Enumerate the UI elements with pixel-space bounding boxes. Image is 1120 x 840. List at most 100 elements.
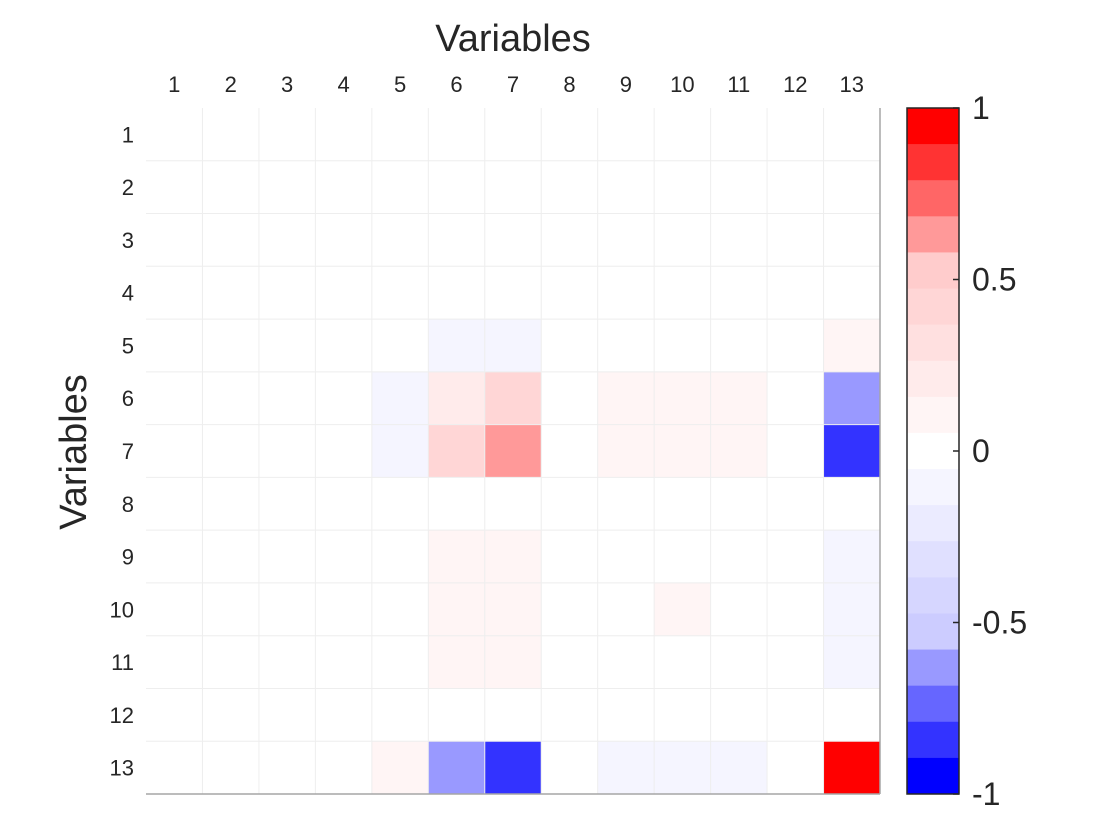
y-tick-label: 6	[122, 386, 134, 411]
heatmap-cell	[428, 213, 485, 267]
heatmap-cell	[146, 424, 203, 478]
x-tick-labels: 1 2 3 4 5 6 7 8 9 10 11 12 13	[168, 72, 864, 97]
heatmap-cell	[484, 530, 542, 583]
heatmap-cell	[428, 582, 485, 636]
heatmap-cell	[767, 741, 824, 794]
heatmap-cell	[541, 371, 598, 425]
heatmap-cell	[654, 319, 711, 372]
heatmap-cell	[315, 477, 372, 531]
x-tick-label: 11	[727, 72, 750, 97]
heatmap-cell	[823, 424, 880, 478]
heatmap-cell	[710, 530, 768, 583]
heatmap-cell	[202, 266, 259, 320]
x-tick-label: 8	[563, 72, 575, 97]
heatmap-cell	[202, 108, 259, 161]
heatmap-cell	[371, 424, 429, 478]
heatmap-cell	[371, 108, 429, 161]
heatmap-cell	[202, 582, 259, 636]
heatmap-cell	[315, 371, 372, 425]
heatmap-cell	[202, 213, 259, 267]
heatmap-cell	[710, 213, 768, 267]
heatmap-cell	[428, 530, 485, 583]
heatmap-cell	[767, 424, 824, 478]
heatmap-cell	[710, 741, 768, 794]
heatmap-cell	[767, 160, 824, 214]
heatmap-cell	[710, 688, 768, 742]
heatmap-cell	[146, 688, 203, 742]
heatmap-cell	[823, 319, 880, 372]
heatmap-cell	[202, 741, 259, 794]
colorbar-band	[907, 180, 959, 217]
y-tick-label: 12	[110, 703, 134, 728]
heatmap-cell	[315, 741, 372, 794]
x-tick-label: 5	[394, 72, 406, 97]
heatmap-cell	[258, 477, 316, 531]
heatmap-cell	[541, 319, 598, 372]
heatmap-cell	[823, 688, 880, 742]
heatmap-cell	[654, 424, 711, 478]
heatmap-cell	[710, 582, 768, 636]
heatmap-cell	[315, 108, 372, 161]
heatmap-cell	[597, 582, 655, 636]
colorbar-band	[907, 649, 959, 687]
colorbar-band	[907, 252, 959, 290]
heatmap-cell	[484, 424, 542, 478]
x-tick-label: 12	[783, 72, 807, 97]
heatmap-cell	[428, 371, 485, 425]
y-tick-label: 2	[122, 175, 134, 200]
heatmap-cell	[146, 108, 203, 161]
heatmap-cell	[146, 371, 203, 425]
heatmap-cell	[258, 371, 316, 425]
heatmap-cell	[484, 319, 542, 372]
heatmap-cell	[202, 688, 259, 742]
colorbar-band	[907, 108, 959, 145]
heatmap-cell	[371, 477, 429, 531]
heatmap-cell	[767, 688, 824, 742]
x-axis-title: Variables	[435, 18, 591, 60]
heatmap-cell	[823, 213, 880, 267]
heatmap-cell	[258, 741, 316, 794]
colorbar-band	[907, 144, 959, 181]
heatmap-cell	[654, 160, 711, 214]
heatmap-cell	[767, 582, 824, 636]
heatmap-gridlines	[146, 108, 880, 794]
heatmap-cell	[146, 266, 203, 320]
heatmap-cell	[654, 741, 711, 794]
heatmap-cell	[541, 160, 598, 214]
heatmap-cell	[484, 688, 542, 742]
heatmap-cell	[767, 371, 824, 425]
colorbar-band	[907, 721, 959, 759]
heatmap-cell	[371, 371, 429, 425]
colorbar-tick-label: 0	[972, 433, 990, 469]
x-tick-label: 3	[281, 72, 293, 97]
x-tick-label: 10	[670, 72, 694, 97]
heatmap-cell	[315, 266, 372, 320]
heatmap-cell	[710, 635, 768, 689]
heatmap-cell	[597, 371, 655, 425]
heatmap-cell	[710, 108, 768, 161]
heatmap-cell	[710, 424, 768, 478]
heatmap-cell	[597, 635, 655, 689]
colorbar-band	[907, 288, 959, 326]
heatmap-cell	[258, 688, 316, 742]
heatmap-cell	[371, 319, 429, 372]
heatmap-cell	[597, 108, 655, 161]
heatmap-cell	[258, 160, 316, 214]
colorbar-tick-label: 0.5	[972, 262, 1016, 298]
heatmap-cell	[371, 741, 429, 794]
y-axis-title: Variables	[53, 374, 95, 530]
heatmap-cell	[371, 530, 429, 583]
heatmap-cell	[202, 635, 259, 689]
heatmap-cell	[315, 213, 372, 267]
x-tick-label: 6	[450, 72, 462, 97]
heatmap-cell	[258, 424, 316, 478]
heatmap-cell	[767, 266, 824, 320]
heatmap-cell	[428, 160, 485, 214]
heatmap-cell	[823, 582, 880, 636]
heatmap-cell	[654, 371, 711, 425]
heatmap-cell	[428, 424, 485, 478]
heatmap-cell	[484, 741, 542, 794]
heatmap-cell	[654, 266, 711, 320]
heatmap-cell	[428, 688, 485, 742]
y-tick-label: 13	[110, 756, 134, 781]
